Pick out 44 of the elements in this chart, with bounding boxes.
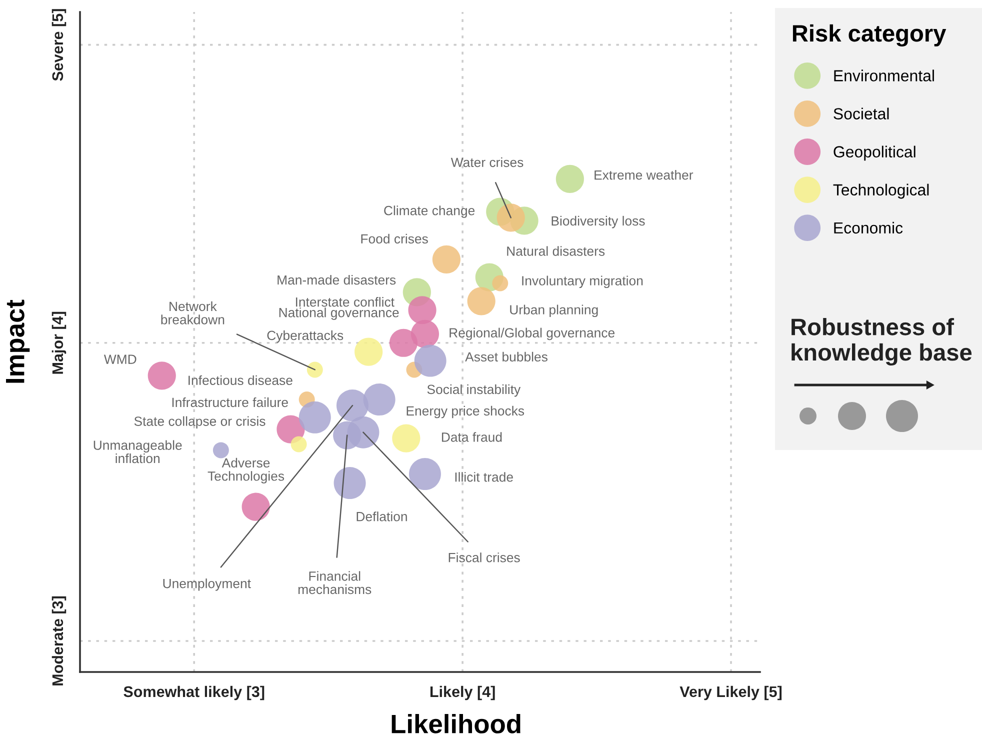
annotation: Water crises (450, 157, 524, 168)
x-tick-label: Somewhat likely [3] (124, 686, 264, 700)
annotation: Unemployment (163, 578, 251, 591)
annotation: Network breakdown (161, 301, 224, 324)
annotation: Infectious disease (188, 375, 292, 386)
text: Robustness of knowledge base (792, 318, 972, 366)
annotation: Illicit trade (455, 472, 513, 482)
y-tick-label: Major [4] (52, 312, 66, 374)
annotation: Interstate conflict (296, 297, 394, 307)
annotation: State collapse or crisis (134, 416, 266, 429)
annotation: Infrastructure failure (172, 397, 288, 408)
legend-label: Economic (834, 222, 903, 234)
legend-label: Geopolitical (834, 146, 916, 161)
annotation: Regional/Global governance (450, 328, 614, 340)
annotation: Social instability (427, 384, 521, 397)
y-tick-label: Moderate [3] (52, 596, 66, 686)
annotation: Man-made disasters (278, 274, 396, 285)
annotation: Climate change (384, 206, 475, 218)
annotation: WMD (104, 354, 136, 364)
annotation: Deflation (356, 512, 407, 522)
annotation: Extreme weather (594, 170, 694, 180)
annotation: Natural disasters (507, 246, 605, 256)
annotation: National governance (279, 308, 399, 320)
legend-label: Societal (834, 108, 889, 120)
x-axis-title: Likelihood (392, 714, 520, 734)
annotation: Fiscal crises (448, 552, 520, 562)
x-tick-label: Very Likely [5] (680, 686, 782, 700)
y-axis-title: Impact (6, 300, 30, 383)
annotation: Biodiversity loss (552, 216, 645, 228)
annotation: Data fraud (442, 432, 502, 442)
legend-label: Environmental (834, 70, 934, 82)
annotation: Adverse Technologies (208, 458, 284, 484)
annotation: Unmanageable inflation (94, 440, 182, 464)
annotation: Food crises (361, 234, 428, 244)
y-tick-label: Severe [5] (52, 9, 66, 81)
x-tick-label: Likely [4] (430, 686, 495, 700)
annotation: Urban planning (510, 304, 598, 318)
annotation: Energy price shocks (406, 406, 524, 418)
annotation: Cyberattacks (267, 330, 344, 343)
legend-title: Risk category (792, 24, 946, 46)
legend-label: Technological (833, 184, 929, 199)
annotation: Involuntary migration (522, 276, 643, 288)
annotation: Financial mechanisms (298, 571, 372, 594)
annotation: Asset bubbles (465, 352, 548, 362)
